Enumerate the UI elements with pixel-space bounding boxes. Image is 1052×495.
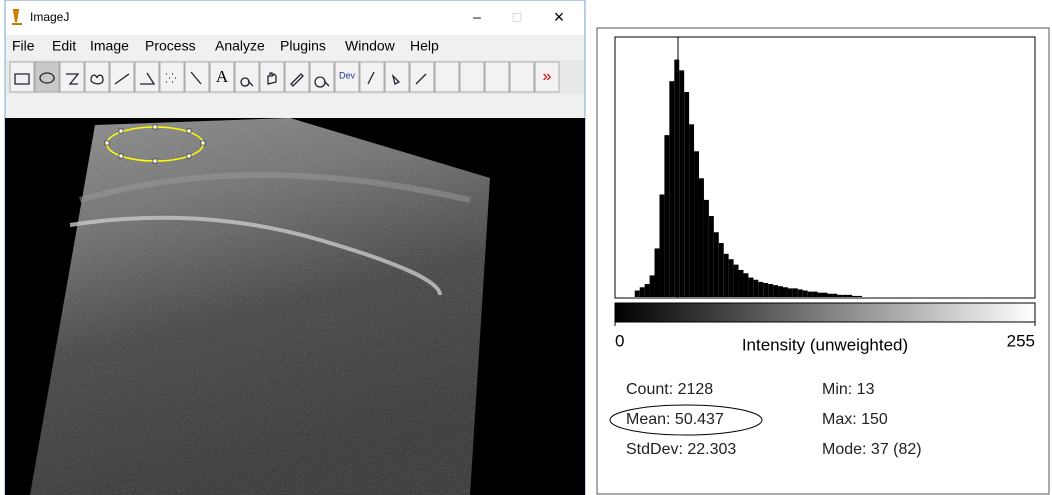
tool-button[interactable] xyxy=(35,62,59,92)
x-tick-label: 0 xyxy=(615,331,624,350)
bar xyxy=(847,295,852,297)
bar xyxy=(768,284,773,297)
tool-button[interactable] xyxy=(485,62,509,92)
bar xyxy=(788,288,793,297)
statistic: Mean: 50.437 xyxy=(626,411,724,428)
bar xyxy=(655,248,660,297)
close-button[interactable]: × xyxy=(554,7,565,27)
window-title: ImageJ xyxy=(30,10,69,24)
bar xyxy=(650,275,655,297)
menu-item[interactable]: Help xyxy=(410,38,439,54)
bar xyxy=(743,273,748,297)
bar xyxy=(753,280,758,297)
x-tick-label: 255 xyxy=(1007,331,1035,350)
bar xyxy=(793,288,798,297)
bar xyxy=(684,92,689,297)
bar xyxy=(798,289,803,297)
bar xyxy=(857,296,862,297)
bar xyxy=(852,296,857,297)
tool-button[interactable] xyxy=(260,62,284,92)
bar xyxy=(778,286,783,297)
menu-item[interactable]: Process xyxy=(145,38,196,54)
statistic: Min: 13 xyxy=(822,381,875,398)
tool-button[interactable] xyxy=(10,62,34,92)
bar xyxy=(635,291,640,297)
bar xyxy=(823,293,828,297)
tool-button[interactable] xyxy=(510,62,534,92)
statistic: Count: 2128 xyxy=(626,381,713,398)
intensity-gradient xyxy=(615,303,1035,322)
bar xyxy=(832,294,837,297)
bar xyxy=(679,70,684,297)
bar xyxy=(669,81,674,297)
ultrasound-image xyxy=(30,118,490,495)
menu-item[interactable]: Image xyxy=(90,38,129,54)
bar xyxy=(837,295,842,297)
page: ImageJ – □ × File Edit Image Process Analyze… xyxy=(0,0,1052,495)
bar xyxy=(729,259,734,297)
bar xyxy=(674,60,679,297)
bar xyxy=(704,200,709,297)
menu-item[interactable]: Plugins xyxy=(280,38,326,54)
bar xyxy=(739,270,744,297)
screen: ImageJ – □ × File Edit Image Process Analyze… xyxy=(0,0,1052,495)
tool-button[interactable] xyxy=(60,62,84,92)
bar xyxy=(827,294,832,297)
tool-button[interactable] xyxy=(110,62,134,92)
bar xyxy=(719,243,724,297)
bar xyxy=(640,287,645,297)
menu-bar: File Edit Image Process Analyze Plugins Window… xyxy=(12,38,439,54)
tool-button[interactable] xyxy=(410,62,434,92)
dev-tool[interactable]: Dev xyxy=(339,70,356,80)
tool-button[interactable] xyxy=(285,62,309,92)
bar xyxy=(694,151,699,297)
bar xyxy=(842,295,847,297)
bar xyxy=(689,124,694,297)
x-axis-label: Intensity (unweighted) xyxy=(742,335,908,354)
bar xyxy=(699,178,704,297)
tool-button[interactable] xyxy=(235,62,259,92)
bar xyxy=(748,278,753,297)
more-tools[interactable]: » xyxy=(543,68,552,85)
minimize-button[interactable]: – xyxy=(473,9,481,25)
bar xyxy=(714,232,719,297)
bar xyxy=(763,283,768,297)
maximize-button[interactable]: □ xyxy=(513,9,522,25)
statistic: StdDev: 22.303 xyxy=(626,441,736,458)
menu-item[interactable]: Edit xyxy=(52,38,76,54)
tool-button[interactable] xyxy=(160,62,184,92)
bar xyxy=(709,216,714,297)
bar xyxy=(734,265,739,297)
tool-button[interactable] xyxy=(460,62,484,92)
bar xyxy=(808,292,813,297)
bar xyxy=(645,284,650,297)
bar xyxy=(724,254,729,297)
tool-button[interactable] xyxy=(435,62,459,92)
tool-button[interactable] xyxy=(135,62,159,92)
toolbar: A Dev » xyxy=(6,60,584,94)
menu-item[interactable]: Analyze xyxy=(215,38,265,54)
tool-button[interactable] xyxy=(385,62,409,92)
bar xyxy=(783,287,788,297)
title-bar xyxy=(6,1,584,35)
tool-button[interactable] xyxy=(185,62,209,92)
bar xyxy=(664,135,669,297)
text-tool[interactable]: A xyxy=(216,67,229,86)
bar xyxy=(758,282,763,297)
menu-item[interactable]: File xyxy=(12,38,35,54)
menu-item[interactable]: Window xyxy=(345,38,396,54)
bar xyxy=(803,291,808,297)
bar xyxy=(659,194,664,297)
bar xyxy=(813,292,818,297)
bar xyxy=(818,293,823,297)
statistic: Mode: 37 (82) xyxy=(822,441,922,458)
bar xyxy=(773,285,778,297)
statistic: Max: 150 xyxy=(822,411,888,428)
